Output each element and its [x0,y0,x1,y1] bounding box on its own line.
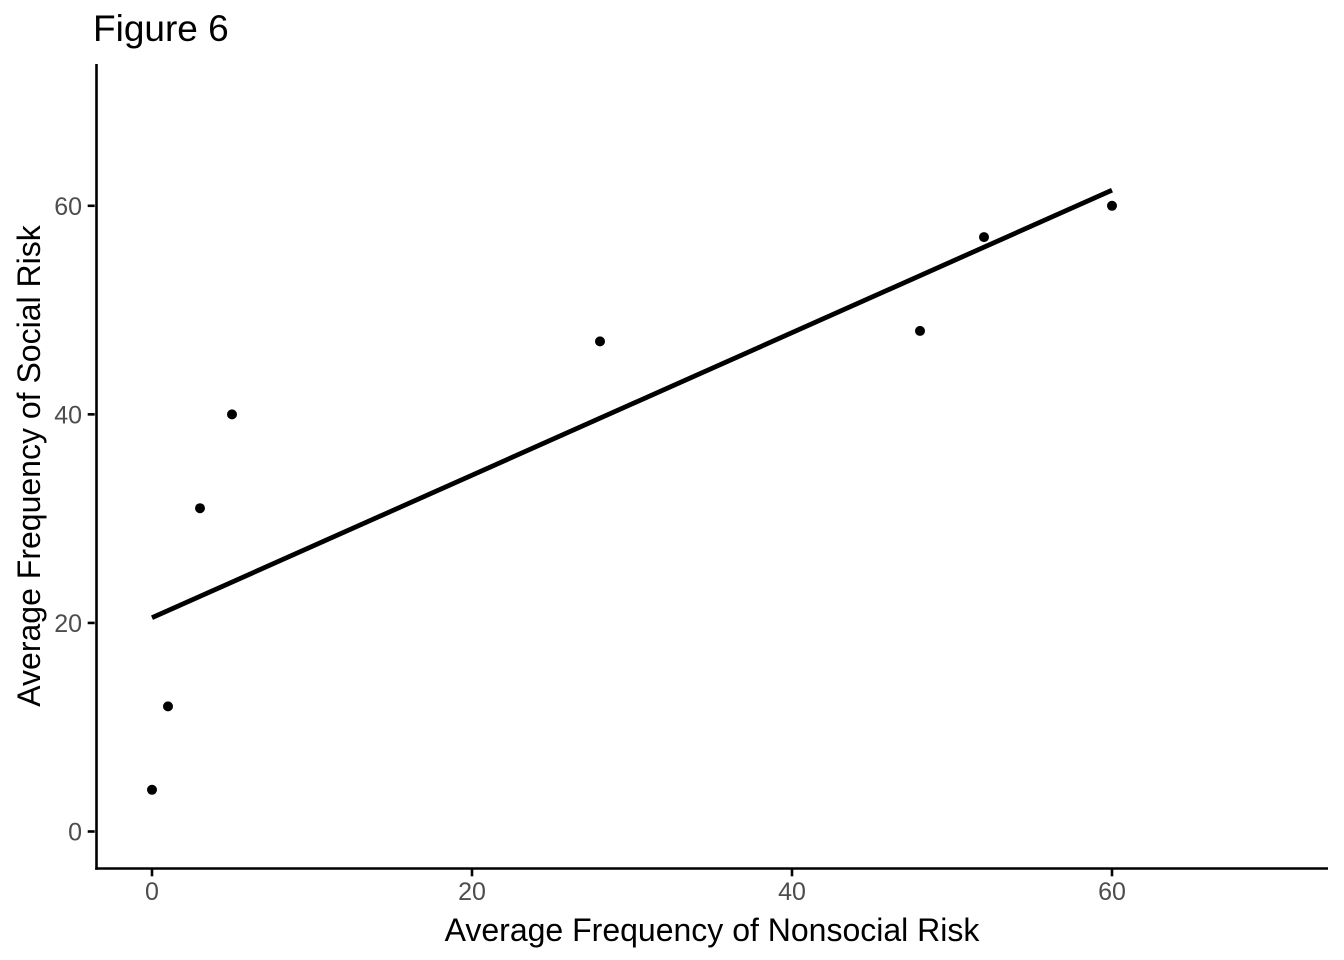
trend-line-group [151,187,1113,620]
data-point [147,784,157,795]
figure-title: Figure 6 [93,8,229,49]
x-tick-label: 20 [458,878,486,906]
y-tick-label: 60 [54,193,82,221]
data-point [1107,200,1117,211]
x-axis-ticks [150,869,1114,877]
data-points-group [147,200,1117,795]
y-tick-label: 40 [54,401,82,429]
data-point [979,232,989,243]
x-tick-label: 40 [778,878,806,906]
data-point [195,503,205,514]
x-axis-tick-labels: 0 20 40 60 [145,878,1126,906]
x-tick-label: 0 [145,878,159,906]
x-tick-label: 60 [1098,878,1126,906]
y-axis-ticks [87,204,95,833]
y-axis-tick-labels: 0 20 40 60 [54,193,82,847]
data-point [915,325,925,336]
data-point [595,336,605,347]
trend-line [151,187,1113,620]
data-point [227,409,237,420]
data-point [163,701,173,712]
x-axis-title: Average Frequency of Nonsocial Risk [445,912,981,948]
y-tick-label: 20 [54,610,82,638]
y-tick-label: 0 [68,819,82,847]
y-axis-title: Average Frequency of Social Risk [11,224,47,706]
